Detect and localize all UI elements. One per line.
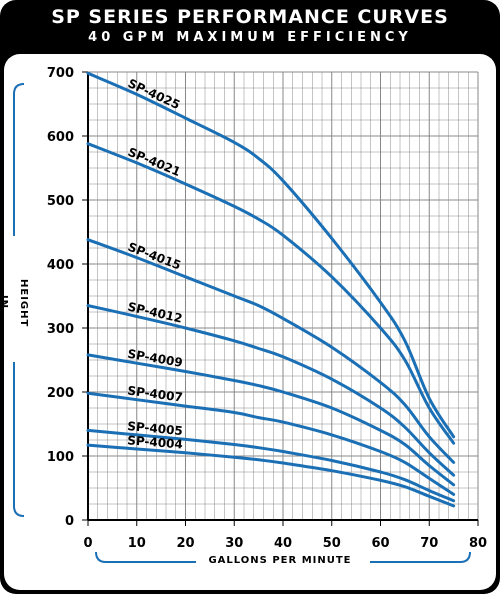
curve-sp-4007 — [86, 391, 456, 496]
y-tick-label: 300 — [47, 322, 74, 337]
y-axis-label: HEIGHT IN FEET — [0, 279, 29, 328]
x-bracket-right — [370, 551, 471, 563]
x-tick-label: 20 — [176, 536, 194, 551]
series-label-sp-4004: SP-4004 — [127, 433, 184, 451]
curve-sp-4009 — [86, 353, 456, 487]
x-tick-label: 0 — [83, 536, 92, 551]
x-tick-label: 10 — [128, 536, 146, 551]
curve-sp-4005 — [86, 428, 456, 503]
y-tick-label: 200 — [47, 386, 74, 401]
chart-title: SP SERIES PERFORMANCE CURVES — [51, 6, 449, 28]
curve-sp-4015 — [86, 238, 456, 464]
y-tick-label: 700 — [47, 66, 74, 81]
x-tick-label: 50 — [323, 536, 341, 551]
x-tick-label: 60 — [371, 536, 389, 551]
y-tick-label: 600 — [47, 130, 74, 145]
y-bracket-top — [13, 83, 25, 236]
curve-sp-4025 — [86, 71, 456, 439]
chart-subtitle: 40 GPM MAXIMUM EFFICIENCY — [88, 30, 412, 45]
chart-panel — [4, 54, 496, 590]
x-axis-label: GALLONS PER MINUTE — [208, 555, 352, 566]
y-bracket-bottom — [13, 362, 25, 517]
x-tick-label: 80 — [469, 536, 487, 551]
y-tick-label: 0 — [65, 514, 74, 529]
curve-sp-4021 — [86, 142, 456, 445]
series-label-sp-4005: SP-4005 — [127, 419, 184, 438]
x-tick-label: 70 — [420, 536, 438, 551]
x-tick-label: 30 — [225, 536, 243, 551]
y-tick-label: 100 — [47, 450, 74, 465]
x-tick-label: 40 — [274, 536, 292, 551]
y-tick-label: 500 — [47, 194, 74, 209]
y-tick-label: 400 — [47, 258, 74, 273]
curve-sp-4004 — [86, 443, 456, 508]
curve-sp-4012 — [86, 304, 456, 477]
x-bracket-left — [95, 551, 196, 563]
